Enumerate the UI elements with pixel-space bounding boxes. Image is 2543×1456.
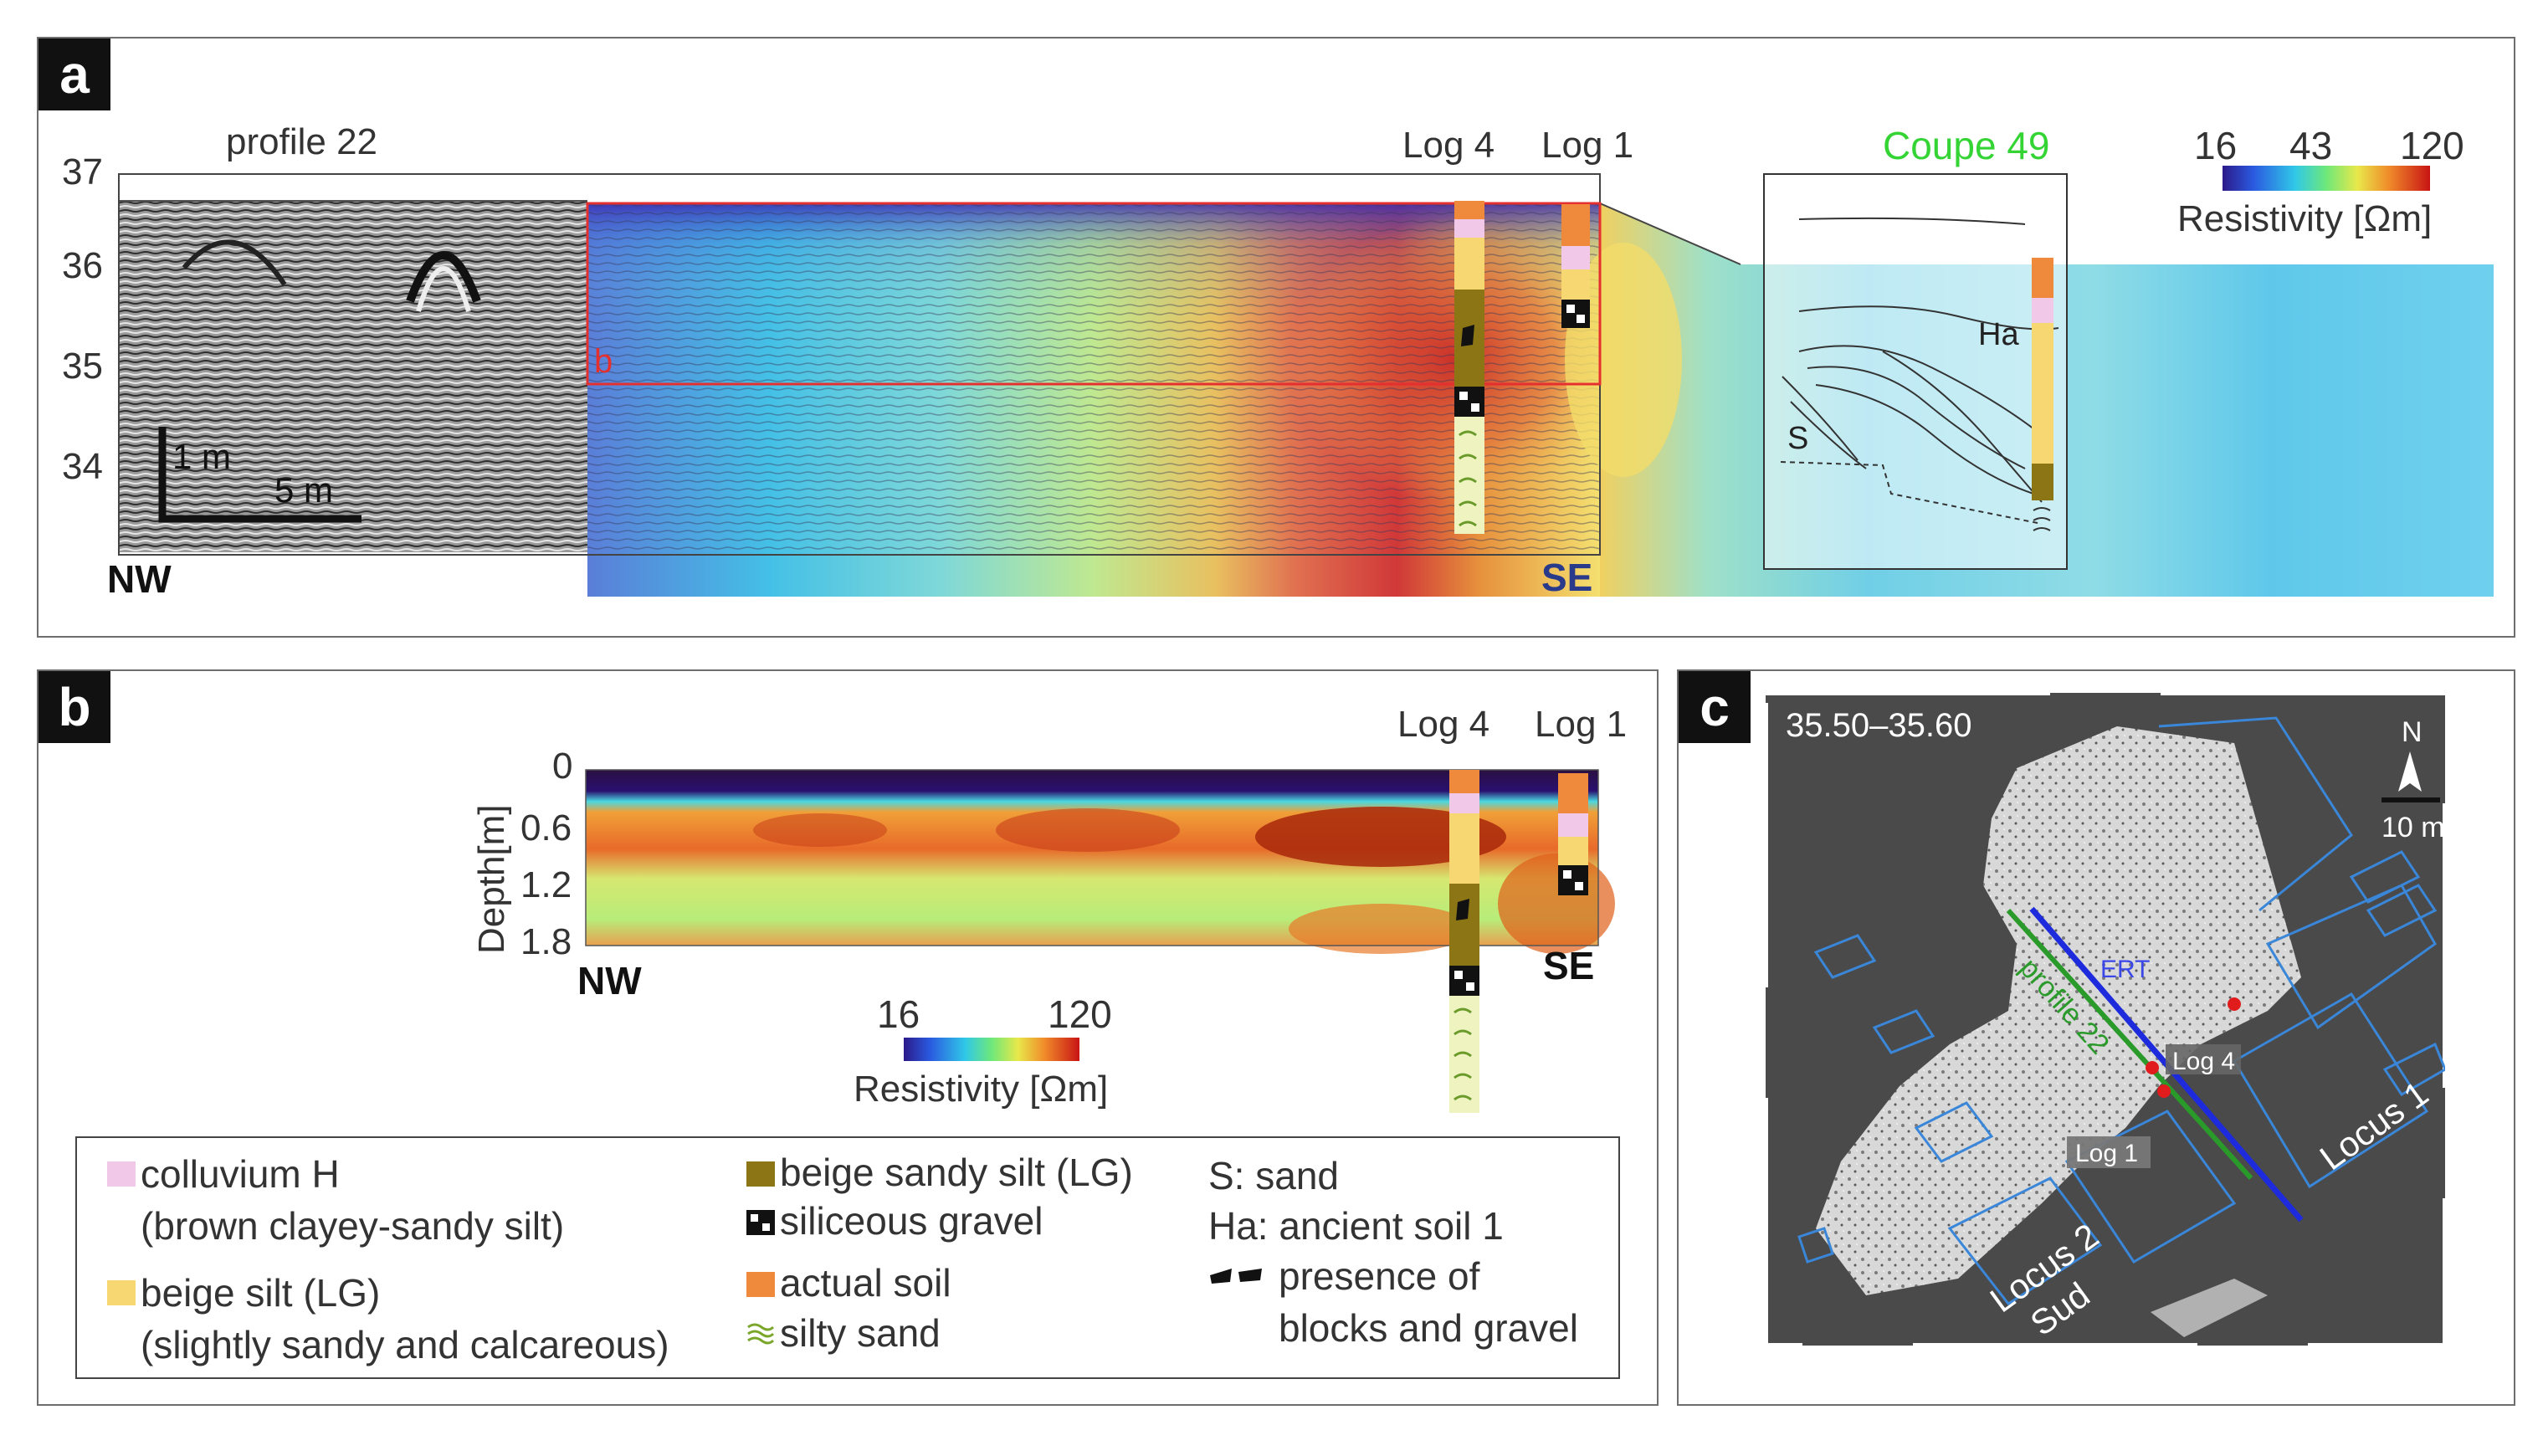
panel-c-label: c: [1679, 671, 1751, 743]
cbar-b-tick-16: 16: [877, 992, 920, 1036]
scale-5m: 5 m: [274, 470, 333, 510]
legend-swatch-sandy-silt: [746, 1161, 775, 1187]
depth-tick-1-2: 1.2: [520, 864, 572, 905]
north-arrow-icon: [2398, 751, 2422, 792]
legend-beige-silt-line1: beige silt (LG): [141, 1271, 381, 1315]
legend-silty-sand: silty sand: [780, 1311, 941, 1355]
legend-blocks-icon: [1210, 1269, 1262, 1284]
cbar-a-tick-120: 120: [2400, 124, 2464, 167]
box-b-outline: [586, 202, 1602, 386]
cbar-b-title: Resistivity [Ωm]: [854, 1069, 1108, 1110]
legend-swatch-actual-soil: [746, 1272, 775, 1297]
profile-22-line: [2006, 908, 2253, 1181]
log4-column-a: [1454, 201, 1484, 534]
coupe-49-inset: Ha S: [1763, 173, 2068, 570]
colorbar-a: [2223, 166, 2430, 191]
gpr-section: [119, 201, 587, 552]
depth-tick-1-8: 1.8: [520, 921, 572, 962]
legend-gravel: siliceous gravel: [780, 1199, 1043, 1243]
dir-se: SE: [1541, 556, 1592, 599]
depth-axis-label: Depth[m]: [471, 804, 512, 954]
log4-label-a: Log 4: [1402, 125, 1495, 166]
legend-beige-silt-line2: (slightly sandy and calcareous): [141, 1323, 669, 1366]
log1-label-a: Log 1: [1541, 125, 1633, 166]
panel-b-figure: 0 0.6 1.2 1.8 Depth[m] NW SE Log 4 Log 1…: [471, 704, 1627, 1113]
coupe-s-label: S: [1787, 421, 1808, 456]
legend-blocks-line2: blocks and gravel: [1279, 1306, 1578, 1350]
log4-column-b: [1449, 770, 1479, 1113]
cbar-a-tick-43: 43: [2289, 124, 2332, 167]
panel-b-label: b: [38, 671, 110, 743]
scale-1m: 1 m: [172, 437, 231, 476]
legend-sand: S: sand: [1208, 1154, 1339, 1197]
scale-bar: [158, 427, 361, 523]
depth-tick-0-6: 0.6: [520, 807, 572, 848]
legend-sandy-silt: beige sandy silt (LG): [780, 1151, 1133, 1194]
elev-tick-37: 37: [62, 151, 103, 192]
legend-colluvium-line2: (brown clayey-sandy silt): [141, 1204, 565, 1248]
coupe-49-title: Coupe 49: [1883, 124, 2050, 167]
profile-22-label: profile 22: [226, 121, 377, 162]
box-b-label: b: [594, 343, 613, 380]
dir-nw: NW: [107, 557, 172, 601]
site-map: 35.50–35.60 N 10 m ERT profile 22 Log 4 …: [1766, 693, 2445, 1346]
legend-ancient-soil: Ha: ancient soil 1: [1208, 1204, 1504, 1248]
log4-map-label: Log 4: [2172, 1048, 2235, 1075]
extra-point: [2228, 997, 2241, 1011]
legend-silty-sand-icon: [747, 1323, 775, 1345]
map-scale-label: 10 m: [2381, 812, 2445, 843]
legend-blocks-line1: presence of: [1279, 1254, 1480, 1298]
legend-swatch-beige-silt: [107, 1280, 136, 1305]
gpr-mosaic: [1816, 726, 2301, 1295]
ert-label: ERT: [2100, 956, 2150, 983]
panel-a-label: a: [38, 38, 110, 110]
log4-point: [2146, 1061, 2159, 1074]
legend-actual-soil: actual soil: [780, 1261, 951, 1305]
legend-colluvium-line1: colluvium H: [141, 1152, 340, 1196]
log1-label-b: Log 1: [1535, 704, 1627, 745]
dir-nw-b: NW: [577, 959, 642, 1002]
coupe-ha-label: Ha: [1978, 317, 2019, 352]
log1-column-b: [1558, 773, 1588, 895]
depth-tick-0: 0: [552, 746, 572, 787]
elev-tick-34: 34: [62, 446, 103, 487]
legend-box: colluvium H (brown clayey-sandy silt) be…: [75, 1136, 1620, 1379]
cbar-a-tick-16: 16: [2194, 124, 2237, 167]
log4-label-b: Log 4: [1397, 704, 1489, 745]
panel-a-figure: b 37 36 35 34 profile 22 1 m 5 m NW SE L…: [62, 121, 2494, 601]
log1-map-label: Log 1: [2075, 1140, 2138, 1167]
log1-point: [2157, 1084, 2171, 1098]
dir-se-b: SE: [1543, 944, 1594, 987]
legend-swatch-colluvium: [107, 1161, 136, 1187]
north-label: N: [2402, 716, 2423, 748]
legend-gravel-icon: [746, 1210, 775, 1235]
elev-tick-36: 36: [62, 245, 103, 286]
cbar-b-tick-120: 120: [1048, 992, 1112, 1036]
colorbar-b: [904, 1038, 1079, 1061]
map-range: 35.50–35.60: [1786, 707, 1971, 744]
elev-tick-35: 35: [62, 346, 103, 387]
cbar-a-title: Resistivity [Ωm]: [2177, 198, 2432, 239]
locus-outlines: [1797, 716, 2445, 1305]
log1-column-a: [1561, 204, 1590, 328]
